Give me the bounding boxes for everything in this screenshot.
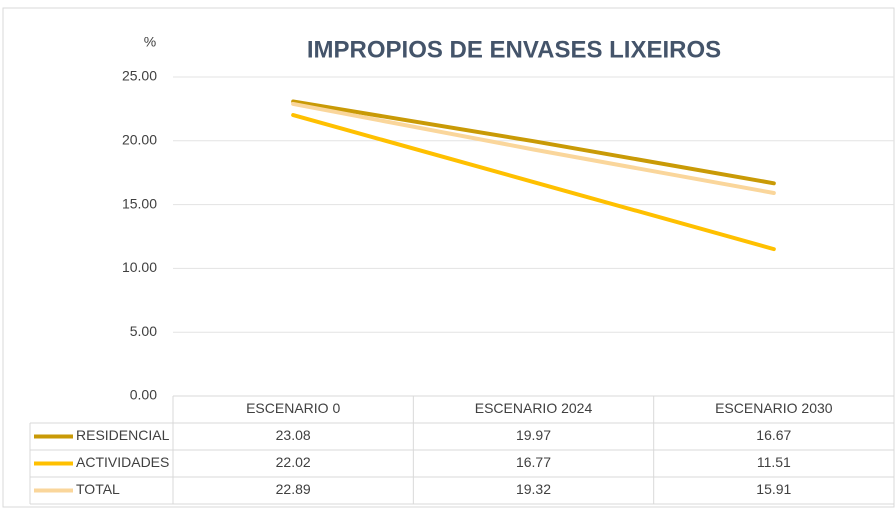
table-value: 19.32 bbox=[516, 481, 551, 497]
table-value: 22.02 bbox=[276, 454, 311, 470]
table-value: 16.77 bbox=[516, 454, 551, 470]
chart-title: IMPROPIOS DE ENVASES LIXEIROS bbox=[307, 36, 721, 63]
x-tick-label: ESCENARIO 2024 bbox=[475, 400, 593, 416]
y-tick-label: 15.00 bbox=[122, 195, 157, 211]
line-series bbox=[291, 113, 776, 252]
legend-label: RESIDENCIAL bbox=[76, 427, 170, 443]
table-value: 19.97 bbox=[516, 427, 551, 443]
legend-label: TOTAL bbox=[76, 481, 120, 497]
y-tick-label: 20.00 bbox=[122, 132, 157, 148]
y-tick-label: 25.00 bbox=[122, 68, 157, 84]
line-series bbox=[291, 101, 776, 195]
legend-label: ACTIVIDADES bbox=[76, 454, 169, 470]
table-value: 16.67 bbox=[756, 427, 791, 443]
y-tick-label: 5.00 bbox=[130, 323, 157, 339]
table-value: 22.89 bbox=[276, 481, 311, 497]
table-value: 15.91 bbox=[756, 481, 791, 497]
x-tick-label: ESCENARIO 0 bbox=[246, 400, 340, 416]
table-value: 23.08 bbox=[276, 427, 311, 443]
x-tick-label: ESCENARIO 2030 bbox=[715, 400, 833, 416]
line-series bbox=[291, 99, 776, 186]
y-tick-label: 0.00 bbox=[130, 387, 157, 403]
y-axis-label: % bbox=[144, 34, 156, 50]
y-tick-label: 10.00 bbox=[122, 259, 157, 275]
table-value: 11.51 bbox=[757, 454, 791, 470]
chart-border bbox=[2, 7, 895, 508]
